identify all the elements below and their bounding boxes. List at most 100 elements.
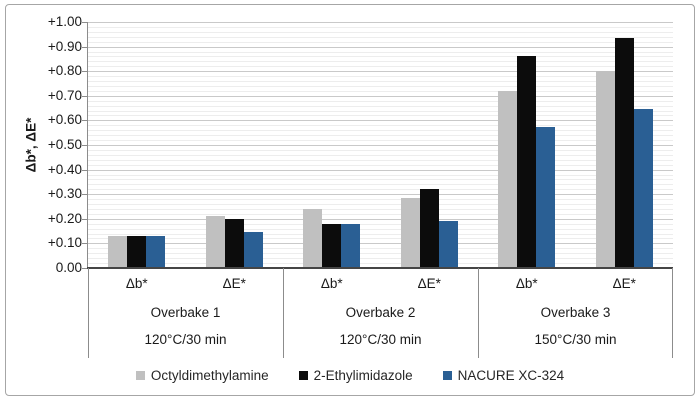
major-gridline — [88, 243, 673, 245]
bar — [341, 223, 361, 268]
bar — [108, 236, 128, 268]
bar — [614, 38, 634, 268]
subcategory-label: Δb* — [320, 276, 343, 291]
category-separator — [478, 268, 479, 358]
x-axis-baseline — [87, 267, 673, 269]
bar-group — [283, 22, 478, 268]
bar-subgroup — [576, 22, 674, 268]
minor-gridline — [88, 189, 673, 191]
subcategory-label: ΔE* — [222, 276, 246, 291]
minor-gridline — [88, 248, 673, 250]
minor-gridline — [88, 140, 673, 142]
legend-item: NACURE XC-324 — [442, 368, 565, 383]
group-label: Overbake 3 — [540, 305, 611, 320]
major-gridline — [88, 22, 673, 23]
category-separator — [672, 268, 673, 358]
group-label: Overbake 2 — [345, 305, 416, 320]
minor-gridline — [88, 41, 673, 43]
minor-gridline — [88, 125, 673, 127]
category-group: Δb* ΔE* Overbake 2 120°C/30 min — [283, 268, 478, 358]
minor-gridline — [88, 223, 673, 225]
subcategory-label: Δb* — [515, 276, 538, 291]
bar-subgroup — [88, 22, 186, 268]
bar — [127, 236, 147, 268]
minor-gridline — [88, 174, 673, 176]
y-tick-mark — [82, 71, 88, 73]
y-tick-mark — [82, 268, 88, 269]
group-label: Overbake 1 — [150, 305, 221, 320]
y-tick-mark — [82, 46, 88, 48]
minor-gridline — [88, 135, 673, 137]
minor-gridline — [88, 149, 673, 151]
legend-label: Octyldimethylamine — [150, 368, 269, 383]
group-condition-label: 150°C/30 min — [534, 332, 617, 347]
y-tick-mark — [82, 194, 88, 196]
legend: Octyldimethylamine 2-Ethylimidazole NACURE… — [0, 368, 700, 383]
minor-gridline — [88, 258, 673, 260]
legend-label: 2-Ethylimidazole — [313, 368, 413, 383]
y-tick-label: +0.50 — [47, 137, 82, 152]
bar — [303, 208, 323, 268]
bar — [595, 71, 615, 268]
minor-gridline — [88, 199, 673, 201]
minor-gridline — [88, 56, 673, 58]
minor-gridline — [88, 85, 673, 87]
bar-subgroup — [478, 22, 576, 268]
minor-gridline — [88, 105, 673, 107]
y-tick-mark — [82, 95, 88, 97]
minor-gridline — [88, 213, 673, 215]
major-gridline — [88, 71, 673, 73]
minor-gridline — [88, 179, 673, 181]
minor-gridline — [88, 130, 673, 132]
legend-swatch-icon — [135, 371, 145, 380]
category-separator — [283, 268, 284, 358]
legend-label: NACURE XC-324 — [457, 368, 565, 383]
y-tick-label: +0.30 — [47, 186, 82, 202]
y-tick-label: +0.20 — [47, 210, 82, 226]
y-tick-label: +0.60 — [47, 112, 82, 128]
bar — [322, 223, 342, 268]
minor-gridline — [88, 238, 673, 240]
subcategory-row: Δb* ΔE* — [283, 276, 478, 291]
minor-gridline — [88, 233, 673, 235]
subcategory-label: ΔE* — [612, 276, 636, 291]
minor-gridline — [88, 204, 673, 206]
category-axis: Δb* ΔE* Overbake 1 120°C/30 min Δb* ΔE* Overba… — [88, 268, 673, 358]
major-gridline — [88, 218, 673, 220]
bar — [633, 109, 653, 268]
minor-gridline — [88, 164, 673, 166]
minor-gridline — [88, 184, 673, 186]
minor-gridline — [88, 66, 673, 68]
minor-gridline — [88, 61, 673, 63]
minor-gridline — [88, 208, 673, 210]
y-tick-mark — [82, 218, 88, 220]
subcategory-row: Δb* ΔE* — [478, 276, 673, 291]
y-tick-mark — [82, 169, 88, 171]
subcategory-label: ΔE* — [417, 276, 441, 291]
major-gridline — [88, 95, 673, 97]
minor-gridline — [88, 36, 673, 38]
bar — [517, 56, 537, 268]
group-condition-label: 120°C/30 min — [144, 332, 227, 347]
minor-gridline — [88, 115, 673, 117]
y-tick-label: +0.70 — [47, 87, 82, 103]
category-group: Δb* ΔE* Overbake 3 150°C/30 min — [478, 268, 673, 358]
major-gridline — [88, 169, 673, 171]
legend-swatch-icon — [442, 371, 452, 380]
major-gridline — [88, 194, 673, 196]
category-group: Δb* ΔE* Overbake 1 120°C/30 min — [88, 268, 283, 358]
y-tick-label: +0.80 — [47, 63, 82, 79]
y-tick-label: +0.40 — [47, 161, 82, 177]
major-gridline — [88, 120, 673, 122]
y-axis-line — [87, 22, 88, 268]
minor-gridline — [88, 159, 673, 161]
bar — [146, 236, 166, 268]
y-tick-label: +1.00 — [47, 14, 82, 29]
bar — [243, 232, 263, 268]
bar-subgroup — [381, 22, 479, 268]
bar-subgroup — [186, 22, 284, 268]
minor-gridline — [88, 26, 673, 28]
legend-item: Octyldimethylamine — [135, 368, 269, 383]
subcategory-label: Δb* — [125, 276, 148, 291]
